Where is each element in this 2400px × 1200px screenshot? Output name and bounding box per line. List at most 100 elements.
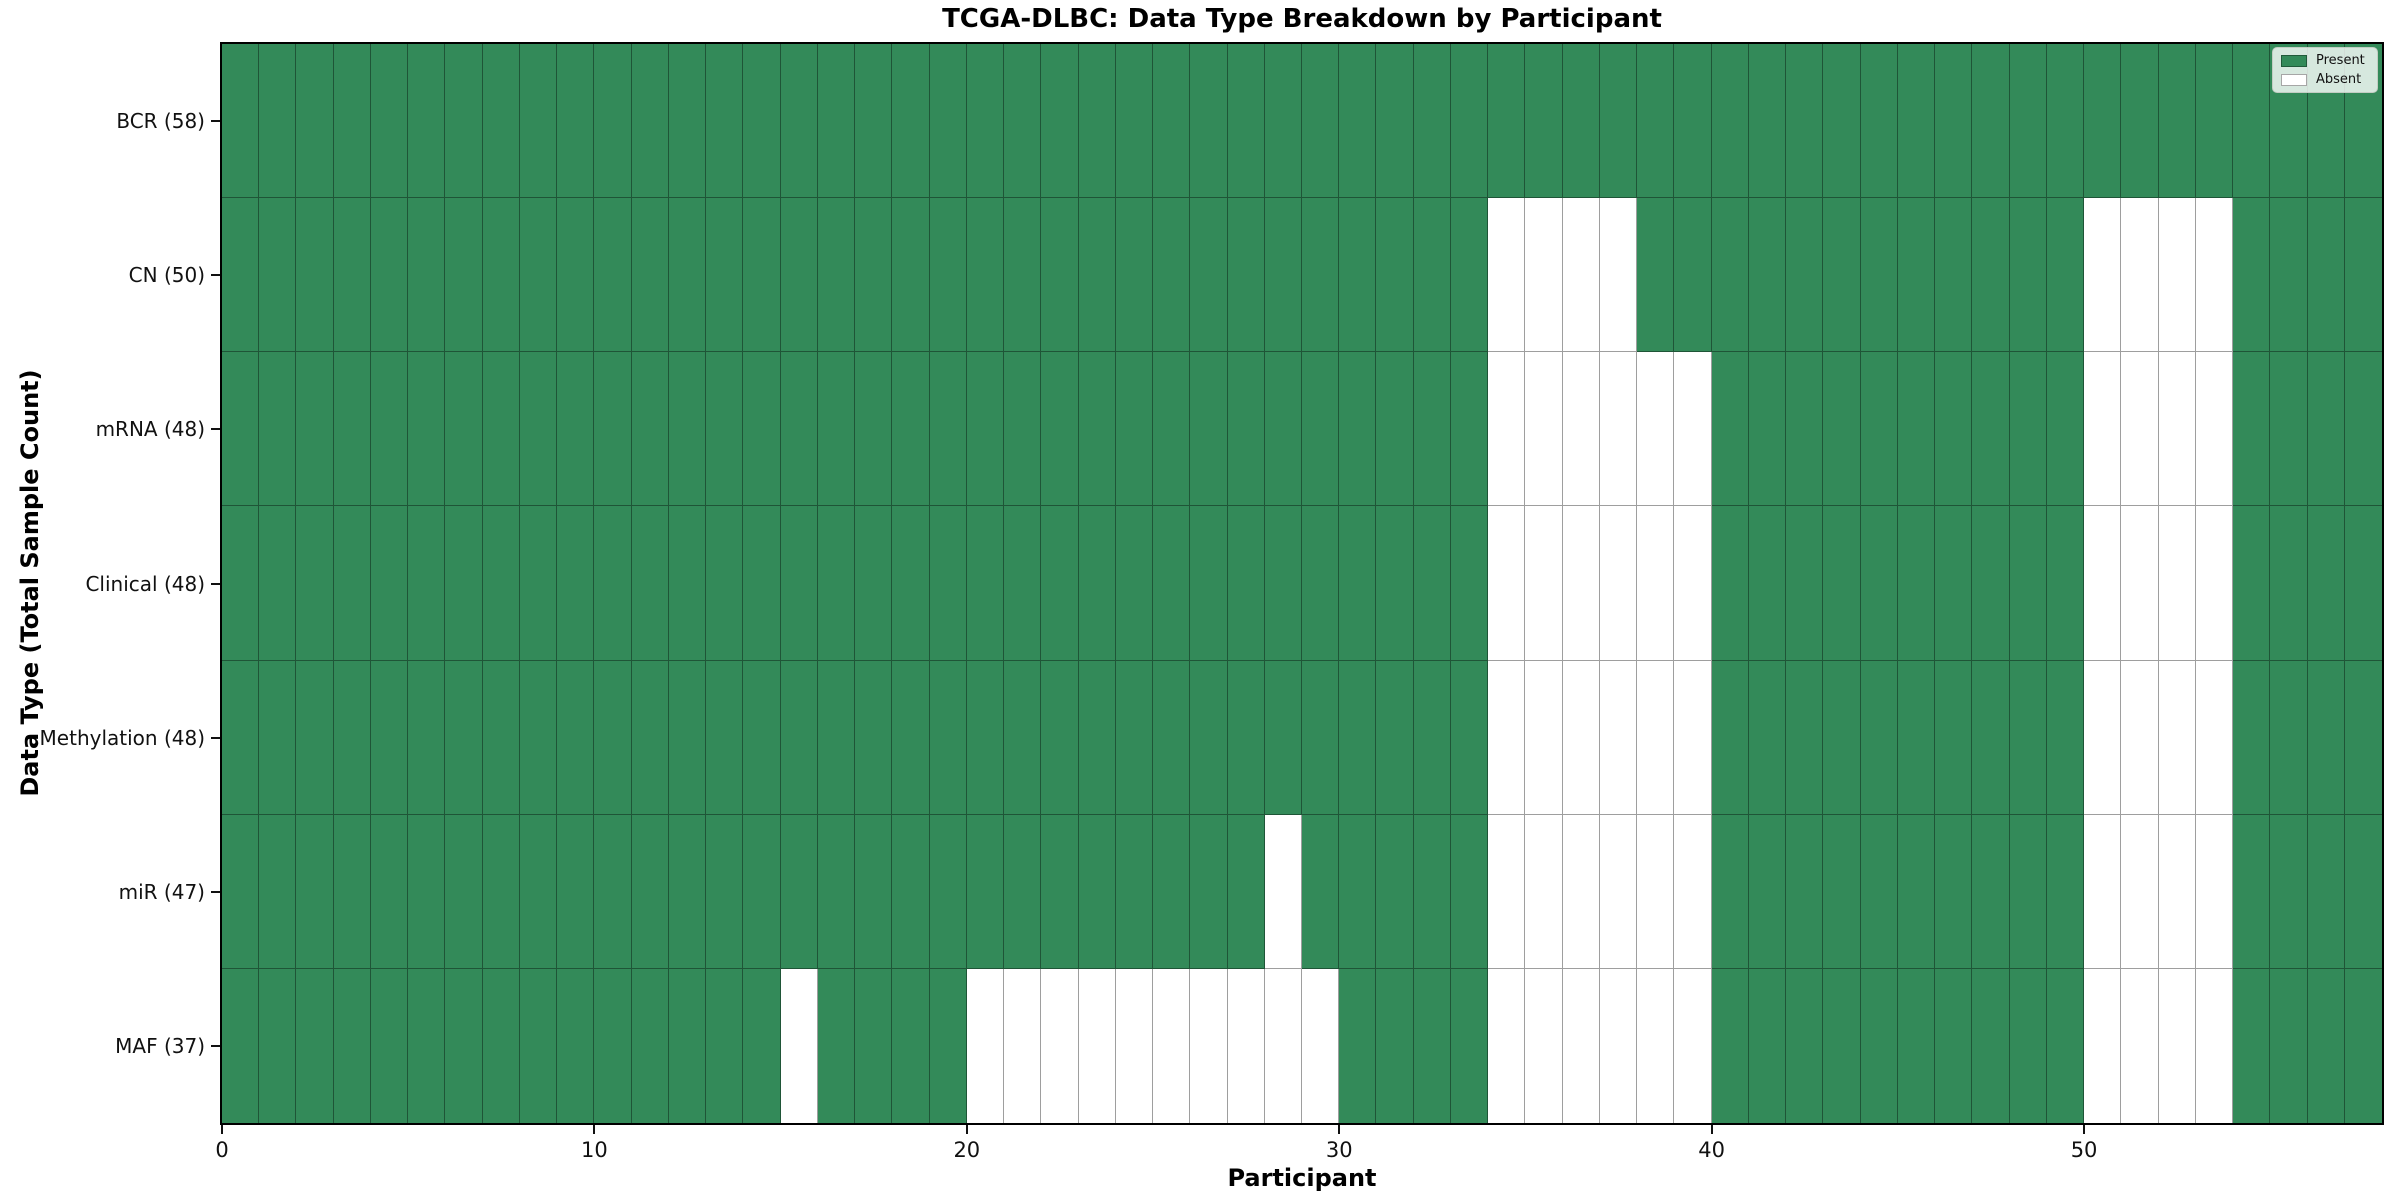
x-tick-label-40: 40 (1698, 1138, 1726, 1162)
heatmap-cell-mRNA-p48 (2009, 352, 2047, 507)
heatmap-cell-BCR-p7 (482, 44, 520, 199)
heatmap-cell-MAF-p17 (855, 968, 893, 1123)
legend-item-absent: Absent (2281, 73, 2369, 86)
heatmap-cell-miR-p46 (1935, 814, 1973, 969)
heatmap-cell-mRNA-p18 (892, 352, 930, 507)
heatmap-cell-Clinical-p46 (1935, 506, 1973, 661)
heatmap-cell-BCR-p5 (408, 44, 446, 199)
heatmap-cell-mRNA-p9 (557, 352, 595, 507)
heatmap-cell-CN-p7 (482, 198, 520, 353)
heatmap-cell-miR-p42 (1786, 814, 1824, 969)
heatmap-cell-CN-p38 (1637, 198, 1675, 353)
heatmap-cell-mRNA-p49 (2046, 352, 2085, 507)
heatmap-cell-Methylation-p19 (929, 660, 967, 815)
heatmap-cell-CN-p1 (259, 198, 297, 353)
heatmap-cell-mRNA-p6 (445, 352, 483, 507)
heatmap-cell-BCR-p15 (780, 44, 818, 199)
y-tick-mark-MAF (211, 1044, 220, 1047)
x-tick-label-10: 10 (581, 1138, 608, 1162)
heatmap-cell-Clinical-p55 (2270, 506, 2308, 661)
heatmap-cell-MAF-p52 (2158, 968, 2196, 1123)
heatmap-cell-BCR-p27 (1227, 44, 1265, 199)
heatmap-cell-CN-p3 (333, 198, 371, 353)
heatmap-cell-Methylation-p17 (855, 660, 893, 815)
heatmap-cell-miR-p17 (855, 814, 893, 969)
heatmap-cell-Clinical-p50 (2084, 506, 2122, 661)
heatmap-cell-mRNA-p36 (1562, 352, 1600, 507)
heatmap-cell-mRNA-p2 (296, 352, 334, 507)
heatmap-cell-CN-p26 (1190, 198, 1228, 353)
heatmap-cell-BCR-p36 (1562, 44, 1600, 199)
heatmap-cell-miR-p4 (370, 814, 409, 969)
heatmap-cell-mRNA-p7 (482, 352, 520, 507)
heatmap-cell-mRNA-p24 (1115, 352, 1154, 507)
heatmap-cell-MAF-p51 (2121, 968, 2159, 1123)
heatmap-cell-Methylation-p40 (1711, 660, 1749, 815)
heatmap-cell-miR-p2 (296, 814, 334, 969)
x-tick-mark-40 (1710, 1125, 1713, 1134)
heatmap-cell-mRNA-p0 (222, 352, 260, 507)
x-tick-label-20: 20 (953, 1138, 981, 1162)
heatmap-cell-mRNA-p41 (1748, 352, 1787, 507)
x-tick-mark-30 (1338, 1125, 1341, 1134)
heatmap-cell-mRNA-p42 (1786, 352, 1824, 507)
heatmap-cell-Methylation-p7 (482, 660, 520, 815)
heatmap-cell-miR-p1 (259, 814, 297, 969)
heatmap-cell-CN-p30 (1339, 198, 1377, 353)
heatmap-cell-mRNA-p53 (2195, 352, 2234, 507)
heatmap-cell-MAF-p12 (668, 968, 707, 1123)
heatmap-cell-BCR-p50 (2084, 44, 2122, 199)
heatmap-cell-BCR-p33 (1450, 44, 1489, 199)
heatmap-cell-CN-p19 (929, 198, 967, 353)
heatmap-cell-CN-p34 (1488, 198, 1526, 353)
heatmap-cell-MAF-p10 (594, 968, 632, 1123)
heatmap-cell-mRNA-p51 (2121, 352, 2159, 507)
heatmap-cell-Clinical-p32 (1413, 506, 1451, 661)
x-tick-label-0: 0 (215, 1138, 229, 1162)
heatmap-cell-miR-p41 (1748, 814, 1787, 969)
heatmap-cell-CN-p35 (1525, 198, 1563, 353)
heatmap-cell-BCR-p26 (1190, 44, 1228, 199)
heatmap-cell-mRNA-p29 (1301, 352, 1340, 507)
heatmap-cell-MAF-p23 (1078, 968, 1116, 1123)
heatmap-cell-Clinical-p35 (1525, 506, 1563, 661)
heatmap-cell-BCR-p8 (519, 44, 558, 199)
heatmap-cell-MAF-p44 (1860, 968, 1898, 1123)
x-tick-mark-0 (221, 1125, 223, 1134)
heatmap-cell-mRNA-p32 (1413, 352, 1451, 507)
heatmap-cell-MAF-p48 (2009, 968, 2047, 1123)
heatmap-cell-CN-p8 (519, 198, 558, 353)
heatmap-cell-Clinical-p19 (929, 506, 967, 661)
heatmap-cell-Methylation-p35 (1525, 660, 1563, 815)
heatmap-cell-Methylation-p45 (1897, 660, 1936, 815)
heatmap-cell-MAF-p14 (743, 968, 781, 1123)
heatmap-cell-miR-p10 (594, 814, 632, 969)
heatmap-cell-Methylation-p23 (1078, 660, 1116, 815)
heatmap-cell-Clinical-p14 (743, 506, 781, 661)
heatmap-cell-mRNA-p5 (408, 352, 446, 507)
heatmap-cell-mRNA-p44 (1860, 352, 1898, 507)
heatmap-cell-Methylation-p4 (370, 660, 409, 815)
y-tick-mark-Clinical (211, 582, 220, 585)
heatmap-cell-CN-p57 (2344, 198, 2382, 353)
heatmap-cell-CN-p6 (445, 198, 483, 353)
heatmap-cell-Methylation-p33 (1450, 660, 1489, 815)
heatmap-cell-mRNA-p3 (333, 352, 371, 507)
heatmap-cell-CN-p15 (780, 198, 818, 353)
heatmap-cell-miR-p3 (333, 814, 371, 969)
heatmap-cell-miR-p52 (2158, 814, 2196, 969)
heatmap-cell-mRNA-p8 (519, 352, 558, 507)
heatmap-cell-mRNA-p34 (1488, 352, 1526, 507)
heatmap-cell-mRNA-p17 (855, 352, 893, 507)
heatmap-cell-Methylation-p3 (333, 660, 371, 815)
heatmap-cell-Clinical-p18 (892, 506, 930, 661)
heatmap-cell-CN-p44 (1860, 198, 1898, 353)
heatmap-cell-Methylation-p24 (1115, 660, 1154, 815)
y-axis-label: Data Type (Total Sample Count) (16, 369, 44, 797)
heatmap-cell-CN-p46 (1935, 198, 1973, 353)
heatmap-cell-Clinical-p6 (445, 506, 483, 661)
heatmap-cell-miR-p9 (557, 814, 595, 969)
heatmap-plot (220, 42, 2384, 1125)
heatmap-cell-BCR-p38 (1637, 44, 1675, 199)
heatmap-cell-BCR-p21 (1004, 44, 1042, 199)
